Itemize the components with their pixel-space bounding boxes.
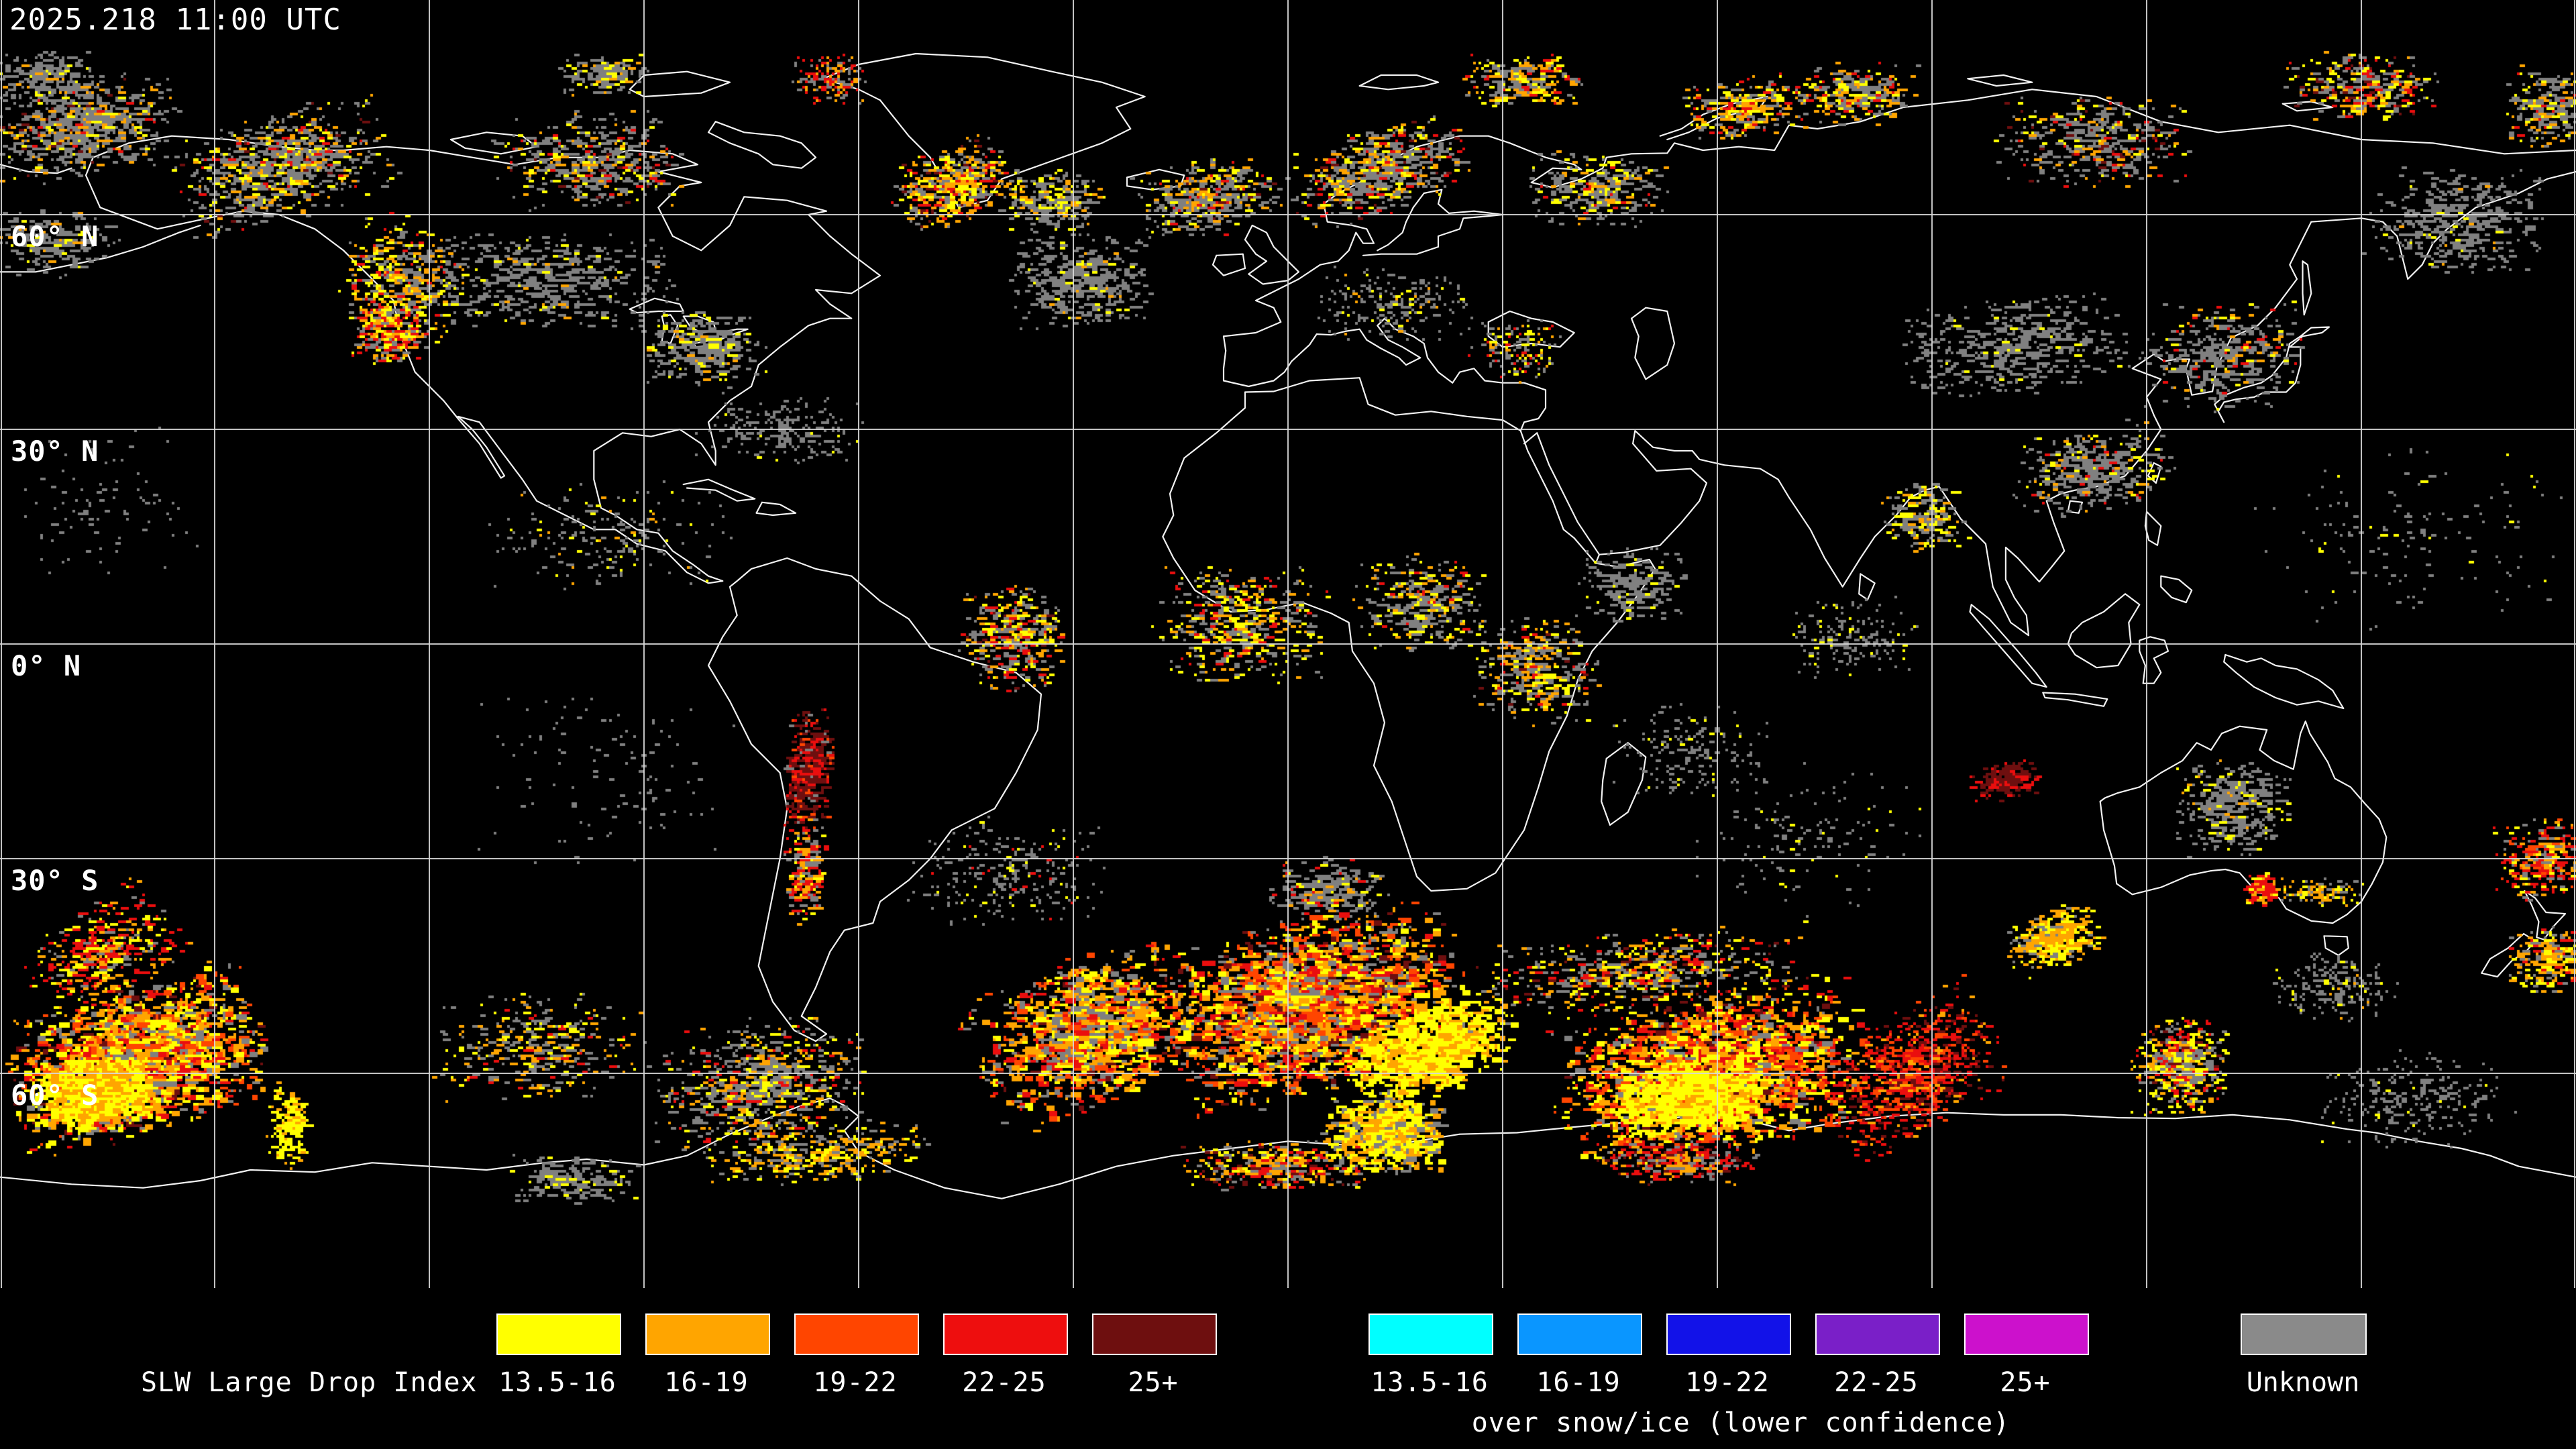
label-index-16-19: 16-19: [664, 1367, 749, 1398]
label-index-13.5-16: 13.5-16: [498, 1367, 616, 1398]
label-snowice-13.5-16: 13.5-16: [1371, 1367, 1489, 1398]
swatch-snowice-25plus: [1964, 1313, 2089, 1355]
swatch-index-22-25: [943, 1313, 1068, 1355]
swatch-unknown: [2241, 1313, 2367, 1355]
legend-bar: SLW Large Drop Index 13.5-16 16-19 19-22…: [0, 1288, 2576, 1449]
swatch-snowice-13.5-16: [1368, 1313, 1493, 1355]
world-map: 2025.218 11:00 UTC 60° N 30° N 0° N 30° S 60…: [0, 0, 2576, 1288]
swatch-index-13.5-16: [496, 1313, 621, 1355]
label-snowice-22-25: 22-25: [1834, 1367, 1919, 1398]
swatch-index-16-19: [645, 1313, 770, 1355]
latitude-label: 30° N: [11, 435, 99, 468]
swatch-snowice-16-19: [1517, 1313, 1642, 1355]
latitude-label: 0° N: [11, 649, 82, 682]
label-snowice-19-22: 19-22: [1685, 1367, 1770, 1398]
swatch-index-25plus: [1092, 1313, 1217, 1355]
swatch-snowice-19-22: [1666, 1313, 1791, 1355]
label-index-19-22: 19-22: [813, 1367, 898, 1398]
latitude-label: 60° N: [11, 220, 99, 253]
label-index-25plus: 25+: [1128, 1367, 1179, 1398]
snowice-caption: over snow/ice (lower confidence): [1471, 1407, 2010, 1438]
swatch-index-19-22: [794, 1313, 919, 1355]
graticule-layer: [0, 0, 2576, 1288]
latitude-label: 30° S: [11, 864, 99, 897]
label-snowice-25plus: 25+: [2000, 1367, 2051, 1398]
label-snowice-16-19: 16-19: [1536, 1367, 1621, 1398]
swatch-snowice-22-25: [1815, 1313, 1940, 1355]
label-unknown: Unknown: [2246, 1367, 2360, 1398]
legend-title: SLW Large Drop Index: [141, 1367, 478, 1398]
latitude-label: 60° S: [11, 1079, 99, 1112]
label-index-22-25: 22-25: [962, 1367, 1046, 1398]
timestamp: 2025.218 11:00 UTC: [9, 3, 341, 37]
